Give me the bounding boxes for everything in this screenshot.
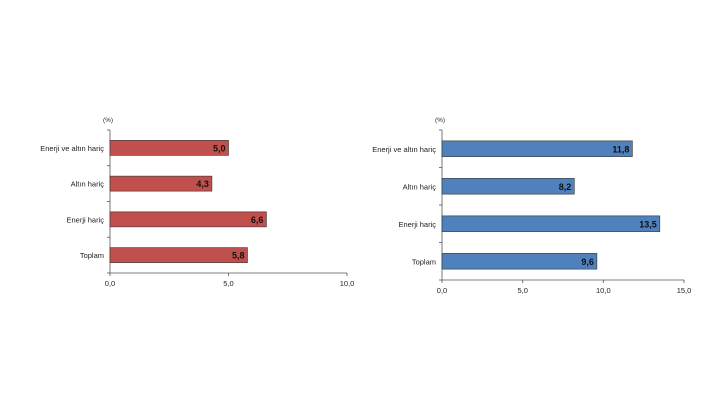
- left-data-label: 4,3: [196, 179, 209, 189]
- right-data-label: 8,2: [559, 182, 572, 192]
- right-category-label: Altın hariç: [403, 182, 437, 191]
- right-x-tick-label: 0,0: [437, 286, 447, 295]
- left-data-label: 5,0: [213, 143, 226, 153]
- right-x-tick-label: 5,0: [517, 286, 527, 295]
- right-bar: [441, 215, 661, 232]
- right-category-label: Toplam: [412, 257, 436, 266]
- left-data-label: 5,8: [232, 251, 245, 261]
- left-bar: [109, 140, 229, 156]
- left-bar: [109, 211, 267, 228]
- left-bar: [109, 175, 213, 192]
- right-data-label: 11,8: [612, 144, 629, 154]
- right-unit-label: (%): [435, 117, 445, 124]
- right-bar: [441, 140, 633, 157]
- right-x-tick-label: 10,0: [596, 286, 611, 295]
- left-category-label: Enerji ve altın hariç: [40, 144, 104, 153]
- left-unit-label: (%): [103, 117, 113, 124]
- left-x-tick-label: 5,0: [223, 279, 233, 288]
- right-bar: [441, 178, 575, 195]
- left-bar: [109, 247, 248, 263]
- right-data-label: 9,6: [581, 257, 594, 267]
- right-category-label: Enerji hariç: [398, 220, 436, 229]
- right-data-label: 13,5: [639, 219, 657, 229]
- right-bar: [441, 253, 598, 270]
- left-category-label: Altın hariç: [71, 180, 105, 189]
- left-x-tick-label: 10,0: [340, 279, 355, 288]
- left-category-label: Toplam: [80, 251, 104, 260]
- left-x-tick-label: 0,0: [105, 279, 115, 288]
- left-category-label: Enerji hariç: [66, 215, 104, 224]
- left-data-label: 6,6: [251, 215, 264, 225]
- right-x-tick-label: 15,0: [677, 286, 692, 295]
- right-category-label: Enerji ve altın hariç: [372, 145, 436, 154]
